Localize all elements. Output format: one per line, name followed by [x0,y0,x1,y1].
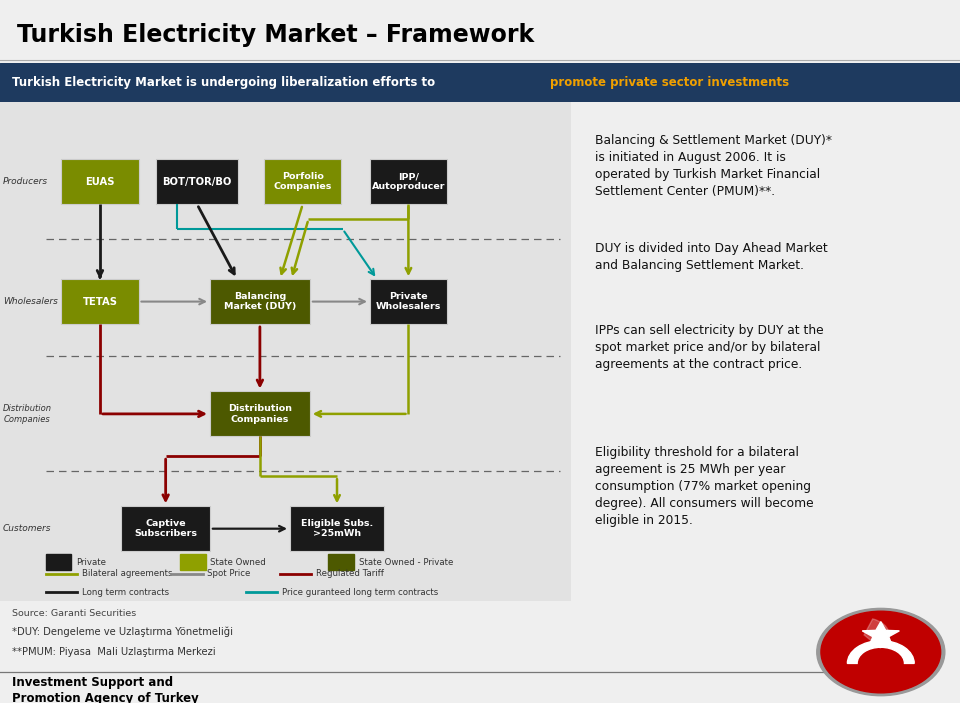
Text: TETAS: TETAS [83,297,117,307]
FancyBboxPatch shape [156,160,238,205]
Text: Private
Wholesalers: Private Wholesalers [375,292,441,311]
Text: Spot Price: Spot Price [207,569,251,578]
Text: Long term contracts: Long term contracts [82,588,169,597]
Text: **PMUM: Piyasa  Mali Uzlaştırma Merkezi: **PMUM: Piyasa Mali Uzlaştırma Merkezi [12,647,215,657]
Text: Distribution
Companies: Distribution Companies [228,404,292,424]
Text: Source: Garanti Securities: Source: Garanti Securities [12,610,135,618]
Text: Captive
Subscribers: Captive Subscribers [134,519,197,538]
FancyBboxPatch shape [121,506,210,551]
Bar [46,554,71,570]
Circle shape [817,608,945,696]
Text: IPPs can sell electricity by DUY at the
spot market price and/or by bilateral
ag: IPPs can sell electricity by DUY at the … [594,324,823,371]
Text: Producers: Producers [3,177,48,186]
FancyBboxPatch shape [61,160,138,205]
Text: Distribution
Companies: Distribution Companies [3,404,52,424]
Wedge shape [848,640,914,664]
FancyBboxPatch shape [61,279,138,324]
Text: Private: Private [76,557,106,567]
Text: *DUY: Dengeleme ve Uzlaştırma Yönetmeliği: *DUY: Dengeleme ve Uzlaştırma Yönetmeliğ… [12,626,232,637]
Text: Bilateral agreements: Bilateral agreements [82,569,172,578]
Text: State Owned - Private: State Owned - Private [359,557,453,567]
Text: BOT/TOR/BO: BOT/TOR/BO [162,176,231,187]
Text: Investment Support and
Promotion Agency of Turkey: Investment Support and Promotion Agency … [12,676,199,703]
Bar [328,554,354,570]
Text: Balancing
Market (DUY): Balancing Market (DUY) [224,292,296,311]
FancyBboxPatch shape [210,279,310,324]
Text: Customers: Customers [3,524,51,533]
Text: Eligibility threshold for a bilateral
agreement is 25 MWh per year
consumption (: Eligibility threshold for a bilateral ag… [594,446,813,527]
Polygon shape [862,621,900,645]
Text: DUY is divided into Day Ahead Market
and Balancing Settlement Market.: DUY is divided into Day Ahead Market and… [594,242,828,271]
Text: Porfolio
Companies: Porfolio Companies [274,172,332,191]
FancyBboxPatch shape [370,279,447,324]
Text: Balancing & Settlement Market (DUY)*
is initiated in August 2006. It is
operated: Balancing & Settlement Market (DUY)* is … [594,134,831,198]
Text: Wholesalers: Wholesalers [3,297,58,306]
Text: IPP/
Autoproducer: IPP/ Autoproducer [372,172,445,191]
Text: Eligible Subs.
>25mWh: Eligible Subs. >25mWh [300,519,373,538]
Text: Price guranteed long term contracts: Price guranteed long term contracts [281,588,438,597]
FancyBboxPatch shape [290,506,384,551]
Wedge shape [864,619,889,648]
FancyBboxPatch shape [210,392,310,437]
Text: Turkish Electricity Market – Framework: Turkish Electricity Market – Framework [17,22,535,47]
Circle shape [821,611,941,693]
Text: State Owned: State Owned [210,557,266,567]
Bar [180,554,205,570]
FancyBboxPatch shape [370,160,447,205]
Text: EUAS: EUAS [85,176,114,187]
Text: promote private sector investments: promote private sector investments [550,76,789,89]
Text: Regulated Tariff: Regulated Tariff [316,569,384,578]
Text: Turkish Electricity Market is undergoing liberalization efforts to: Turkish Electricity Market is undergoing… [12,76,439,89]
FancyBboxPatch shape [264,160,342,205]
